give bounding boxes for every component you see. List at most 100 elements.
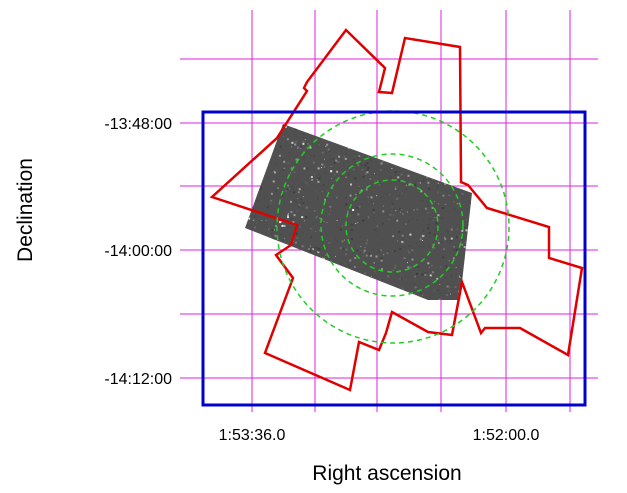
image-speckle — [461, 192, 464, 195]
image-speckle — [421, 210, 423, 212]
image-speckle — [444, 128, 446, 130]
image-speckle — [310, 229, 313, 232]
image-speckle — [472, 215, 473, 216]
image-speckle — [406, 211, 408, 213]
image-speckle — [365, 266, 367, 268]
image-speckle — [316, 179, 318, 181]
image-speckle — [263, 182, 266, 185]
image-speckle — [271, 233, 273, 235]
image-speckle — [407, 250, 410, 253]
image-speckle — [250, 295, 252, 297]
image-speckle — [469, 272, 472, 275]
image-speckle — [414, 151, 416, 153]
image-speckle — [440, 266, 442, 268]
image-speckle — [334, 173, 336, 176]
image-speckle — [437, 239, 439, 242]
image-speckle — [431, 249, 433, 251]
image-speckle — [370, 160, 373, 163]
image-speckle — [264, 165, 266, 167]
image-speckle — [403, 182, 405, 185]
image-speckle — [306, 297, 307, 299]
image-speckle — [370, 132, 373, 135]
image-speckle — [465, 301, 466, 302]
image-speckle — [345, 298, 347, 300]
image-speckle — [285, 188, 288, 191]
image-speckle — [448, 242, 451, 245]
image-speckle — [407, 262, 408, 264]
image-speckle — [471, 266, 472, 268]
image-speckle — [257, 245, 259, 247]
image-speckle — [350, 133, 353, 135]
image-speckle — [464, 257, 467, 260]
image-speckle — [241, 240, 242, 241]
image-speckle — [444, 237, 447, 240]
image-speckle — [398, 283, 400, 285]
image-speckle — [468, 189, 470, 191]
image-speckle — [384, 273, 387, 275]
image-speckle — [437, 182, 439, 184]
image-speckle — [397, 289, 400, 292]
image-speckle — [320, 175, 321, 177]
image-speckle — [463, 203, 465, 205]
image-speckle — [454, 286, 457, 288]
image-speckle — [432, 219, 434, 221]
image-speckle — [446, 167, 448, 169]
image-speckle — [371, 153, 374, 156]
image-speckle — [271, 287, 273, 289]
image-speckle — [300, 168, 301, 170]
image-speckle — [252, 263, 255, 266]
image-speckle — [302, 183, 304, 185]
image-speckle — [326, 128, 328, 130]
image-speckle — [446, 230, 449, 233]
image-speckle — [263, 296, 266, 299]
image-speckle — [476, 266, 477, 267]
image-speckle — [320, 233, 322, 235]
image-speckle — [453, 201, 455, 203]
image-speckle — [380, 175, 382, 177]
image-speckle — [427, 172, 430, 175]
image-speckle — [329, 205, 332, 208]
image-speckle — [360, 283, 363, 286]
image-speckle — [473, 257, 474, 258]
image-speckle — [469, 289, 471, 291]
image-speckle — [262, 257, 264, 259]
image-speckle — [438, 281, 441, 284]
image-speckle — [411, 258, 414, 261]
image-speckle — [422, 230, 424, 232]
image-speckle — [449, 287, 451, 289]
image-speckle — [259, 295, 262, 297]
image-speckle — [336, 170, 339, 173]
image-speckle — [460, 275, 463, 278]
image-speckle — [326, 194, 327, 196]
image-speckle — [334, 270, 335, 272]
image-speckle — [312, 223, 314, 225]
image-speckle — [282, 168, 285, 171]
image-speckle — [358, 190, 361, 193]
image-speckle — [376, 195, 378, 197]
image-speckle — [324, 172, 326, 174]
image-speckle — [324, 273, 327, 275]
image-speckle — [262, 253, 265, 256]
image-speckle — [453, 246, 455, 248]
image-speckle — [446, 169, 449, 172]
image-speckle — [456, 228, 458, 230]
image-speckle — [312, 248, 315, 251]
image-speckle — [395, 186, 397, 188]
image-speckle — [323, 283, 326, 286]
image-speckle — [435, 303, 436, 304]
image-speckle — [244, 153, 245, 154]
image-speckle — [315, 231, 317, 232]
image-speckle — [467, 142, 469, 143]
image-speckle — [328, 235, 331, 238]
image-speckle — [328, 242, 331, 245]
image-speckle — [277, 187, 279, 189]
image-speckle — [364, 164, 367, 167]
image-speckle — [377, 180, 379, 182]
image-speckle — [436, 137, 439, 140]
image-speckle — [334, 138, 336, 141]
image-speckle — [426, 175, 429, 178]
image-speckle — [405, 133, 408, 136]
image-speckle — [474, 293, 476, 295]
image-speckle — [467, 131, 470, 134]
image-speckle — [408, 251, 411, 254]
